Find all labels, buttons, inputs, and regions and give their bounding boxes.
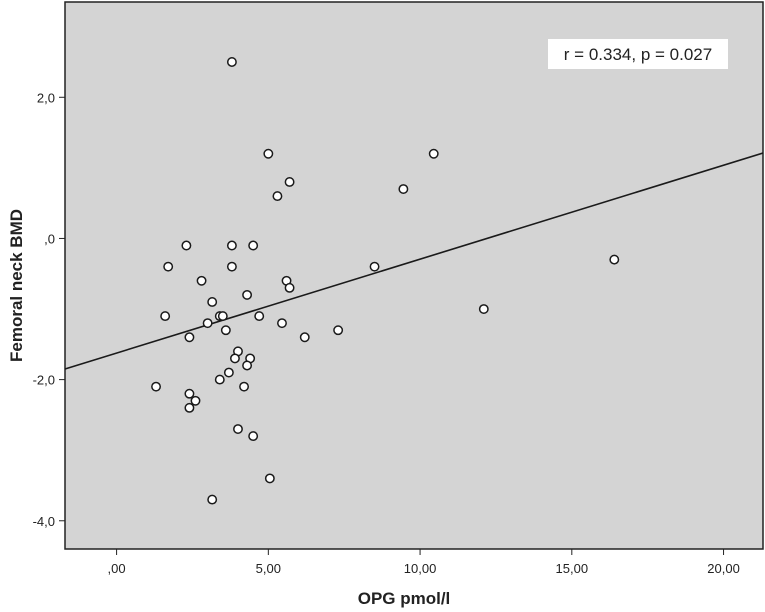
data-point [369,261,380,272]
data-point [333,325,344,336]
data-point [299,332,310,343]
data-point [284,282,295,293]
data-point [207,297,218,307]
data-point [214,374,225,385]
data-point [226,240,237,251]
data-point [229,353,240,364]
data-point [248,431,259,442]
annotation-box: r = 0.334, p = 0.027 [548,39,728,69]
data-point [151,381,161,392]
data-point [207,494,218,505]
data-point [220,325,231,336]
data-point [248,240,259,251]
x-tick-label: 15,00 [556,561,589,576]
data-point [184,332,195,343]
data-point [398,184,409,194]
data-point [242,289,253,300]
regression-line [64,152,764,370]
data-point [272,191,283,202]
data-point [609,254,620,265]
data-point [242,360,253,371]
data-point [181,240,192,251]
data-point [284,177,295,187]
data-point [264,473,275,484]
x-tick-label: ,00 [108,561,126,576]
y-tick-label: ,0 [44,231,55,246]
data-point [263,148,274,159]
data-point [226,261,237,272]
data-point [217,311,228,322]
data-point [233,424,243,434]
data-point [428,148,439,159]
data-point [160,311,171,322]
data-point [277,318,287,329]
data-point [478,304,489,314]
data-point [190,395,201,406]
y-tick-label: 2,0 [37,90,55,105]
data-point [163,261,174,272]
y-tick-label: -2,0 [33,373,55,388]
plot-area [64,1,764,550]
data-point [254,311,265,322]
annotation-text: r = 0.334, p = 0.027 [564,45,712,64]
x-tick-label: 10,00 [404,561,437,576]
data-point [184,402,195,413]
data-point [223,367,234,378]
data-point [202,318,213,329]
data-point [196,275,207,286]
x-tick-label: 20,00 [707,561,740,576]
y-tick-label: -4,0 [33,514,55,529]
data-point [184,388,195,399]
x-tick-label: 5,00 [256,561,281,576]
data-point [239,381,250,392]
data-point [226,57,237,67]
x-axis-title: OPG pmol/l [358,589,451,608]
y-axis-title: Femoral neck BMD [7,209,26,362]
